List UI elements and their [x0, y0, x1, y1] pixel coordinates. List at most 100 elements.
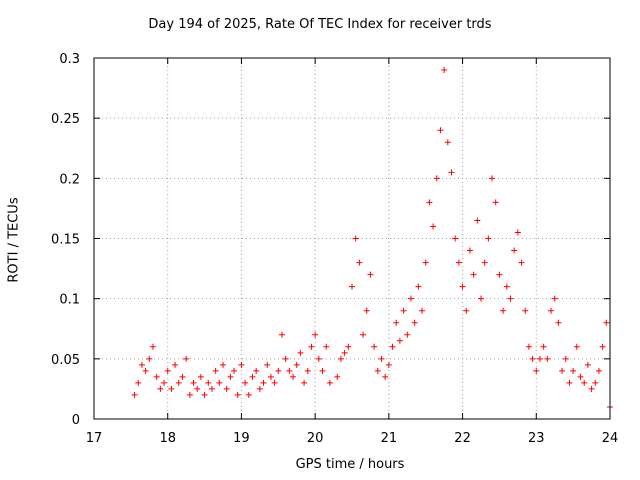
y-tick-label: 0.05: [51, 353, 80, 368]
x-tick-label: 23: [528, 431, 545, 446]
data-point: [301, 379, 308, 386]
data-point: [559, 367, 566, 374]
data-point: [562, 355, 569, 362]
data-point: [485, 235, 492, 242]
data-point: [367, 271, 374, 278]
data-point: [588, 385, 595, 392]
data-point: [267, 373, 274, 380]
data-point: [315, 355, 322, 362]
data-point: [197, 373, 204, 380]
data-point: [371, 343, 378, 350]
data-point: [282, 355, 289, 362]
y-axis-label: ROTI / TECUs: [6, 197, 22, 283]
data-point: [566, 379, 573, 386]
data-point: [245, 391, 252, 398]
data-point: [149, 343, 156, 350]
data-point: [142, 367, 149, 374]
data-point: [511, 247, 518, 254]
data-point: [525, 343, 532, 350]
data-point: [441, 67, 448, 74]
data-point: [293, 361, 300, 368]
data-point: [194, 385, 201, 392]
data-point: [382, 373, 389, 380]
data-point: [599, 343, 606, 350]
data-point: [278, 331, 285, 338]
data-point: [319, 367, 326, 374]
data-point: [360, 331, 367, 338]
data-point: [407, 295, 414, 302]
data-point: [304, 367, 311, 374]
data-point: [275, 367, 282, 374]
data-point: [518, 259, 525, 266]
data-point: [470, 271, 477, 278]
data-point: [396, 337, 403, 344]
data-point: [540, 343, 547, 350]
data-point: [573, 343, 580, 350]
data-point: [555, 319, 562, 326]
data-point: [131, 391, 138, 398]
data-point: [168, 385, 175, 392]
data-point: [551, 295, 558, 302]
data-point: [164, 367, 171, 374]
data-point: [337, 355, 344, 362]
y-tick-label: 0: [72, 413, 80, 428]
data-point: [422, 259, 429, 266]
x-tick-label: 18: [159, 431, 176, 446]
data-point: [249, 373, 256, 380]
data-point: [466, 247, 473, 254]
data-point: [489, 175, 496, 182]
data-point: [411, 319, 418, 326]
data-point: [138, 361, 145, 368]
axis-ticks: 17 18 19 20 21 22 23 24 0 0.05 0.1 0.15 0.2 0.25 0.3: [51, 52, 618, 446]
data-point: [444, 139, 451, 146]
data-point: [548, 307, 555, 314]
data-point: [172, 361, 179, 368]
data-point: [496, 271, 503, 278]
data-point: [389, 343, 396, 350]
data-point: [253, 367, 260, 374]
data-point: [522, 307, 529, 314]
x-tick-label: 17: [86, 431, 103, 446]
data-point: [208, 385, 215, 392]
data-point: [183, 355, 190, 362]
x-axis-label: GPS time / hours: [295, 457, 405, 472]
data-point: [452, 235, 459, 242]
data-point: [478, 295, 484, 302]
data-point: [326, 379, 333, 386]
data-point: [404, 331, 411, 338]
data-point: [426, 199, 433, 206]
chart-title: Day 194 of 2025, Rate Of TEC Index for r…: [148, 17, 492, 32]
data-point: [135, 379, 142, 386]
data-point: [378, 355, 385, 362]
data-point: [290, 373, 297, 380]
data-point: [529, 355, 536, 362]
data-point: [474, 217, 481, 224]
data-points: [131, 67, 613, 410]
x-tick-label: 21: [381, 431, 398, 446]
data-point: [459, 283, 466, 290]
data-point: [437, 127, 444, 134]
data-point: [186, 391, 193, 398]
data-point: [507, 295, 514, 302]
data-point: [419, 307, 426, 314]
y-tick-label: 0.3: [59, 52, 80, 67]
data-point: [286, 367, 293, 374]
data-point: [385, 361, 392, 368]
data-point: [260, 379, 267, 386]
y-tick-label: 0.15: [51, 233, 80, 248]
data-point: [271, 379, 278, 386]
y-tick-label: 0.2: [59, 172, 80, 187]
data-point: [536, 355, 543, 362]
data-point: [603, 319, 610, 326]
data-point: [212, 367, 219, 374]
data-point: [341, 349, 348, 356]
data-point: [323, 343, 330, 350]
data-point: [334, 373, 341, 380]
data-point: [448, 169, 455, 176]
data-point: [297, 349, 304, 356]
data-point: [264, 361, 271, 368]
data-point: [374, 367, 381, 374]
data-point: [345, 343, 352, 350]
data-point: [234, 391, 241, 398]
